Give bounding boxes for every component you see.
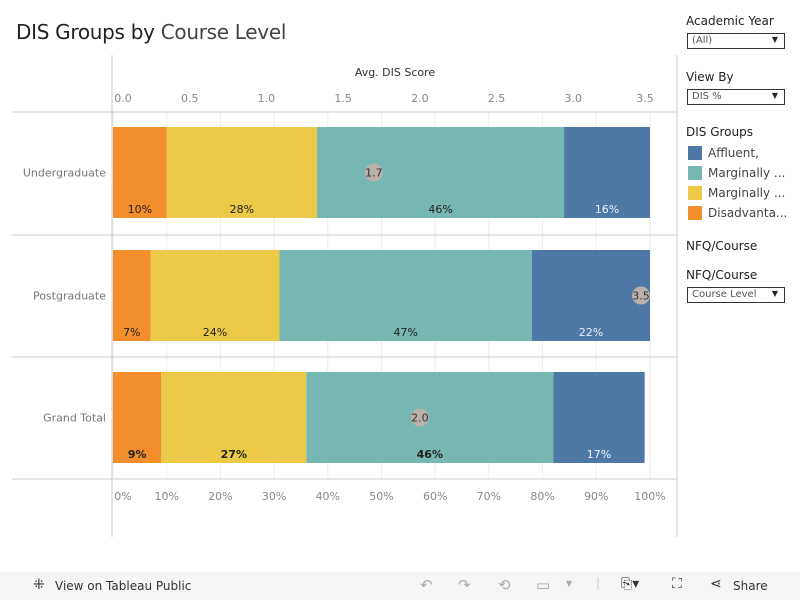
data-label: 46% <box>417 448 443 461</box>
view-on-tableau-link[interactable]: View on Tableau Public <box>55 579 192 593</box>
legend-swatch <box>688 166 702 180</box>
top-axis-tick: 3.5 <box>636 92 654 105</box>
data-label: 27% <box>221 448 247 461</box>
top-axis-tick: 2.5 <box>488 92 506 105</box>
bar-segment <box>564 127 650 218</box>
legend-swatch <box>688 206 702 220</box>
nfq-course-label: NFQ/Course <box>686 268 758 282</box>
bottom-axis-tick: 80% <box>530 490 554 503</box>
data-label: 47% <box>393 326 417 339</box>
fullscreen-icon[interactable]: ⛶ <box>672 576 682 592</box>
share-button[interactable]: Share <box>733 579 768 593</box>
avg-score-label: 1.7 <box>365 167 383 180</box>
academic-year-value: (All) <box>692 35 713 46</box>
toolbar: ⁜ View on Tableau Public ↶ ↷ ⟲ ▭ ▼ | ⎘▾ … <box>0 572 800 600</box>
revert-icon[interactable]: ⟲ <box>498 576 511 594</box>
bar-segment <box>161 372 307 463</box>
data-label: 22% <box>579 326 603 339</box>
avg-score-label: 2.0 <box>411 412 429 425</box>
bottom-axis-tick: 40% <box>316 490 340 503</box>
data-label: 28% <box>230 203 254 216</box>
dropdown-arrow-icon: ▼ <box>771 91 778 100</box>
bar-segment <box>166 127 318 218</box>
toolbar-divider: | <box>596 576 601 590</box>
avg-score-point <box>364 163 383 182</box>
data-label: 46% <box>428 203 452 216</box>
top-axis-tick: 2.0 <box>411 92 429 105</box>
legend-title: DIS Groups <box>686 125 753 139</box>
bottom-axis-tick: 0% <box>114 490 131 503</box>
refresh-dropdown-icon[interactable]: ▼ <box>566 579 573 588</box>
bottom-axis-tick: 100% <box>634 490 665 503</box>
top-axis-tick: 0.0 <box>114 92 132 105</box>
redo-icon[interactable]: ↷ <box>458 576 471 594</box>
nfq-course-dropdown[interactable]: Course Level ▼ <box>687 287 785 303</box>
refresh-icon[interactable]: ▭ <box>536 576 551 594</box>
avg-score-point <box>410 408 429 427</box>
data-label: 7% <box>123 326 140 339</box>
page-title: DIS Groups by Course Level <box>16 20 287 44</box>
data-label: 24% <box>203 326 227 339</box>
legend-swatch <box>688 186 702 200</box>
nfq-heading: NFQ/Course <box>686 239 758 253</box>
view-by-dropdown[interactable]: DIS % ▼ <box>687 89 785 105</box>
view-by-value: DIS % <box>692 91 722 102</box>
top-axis-tick: 1.5 <box>334 92 352 105</box>
row-label: Grand Total <box>43 412 106 425</box>
bar-segment <box>553 372 645 463</box>
bar-segment <box>306 372 554 463</box>
tableau-logo-icon: ⁜ <box>33 577 45 593</box>
bottom-axis-tick: 20% <box>208 490 232 503</box>
academic-year-dropdown[interactable]: (All) ▼ <box>687 33 785 49</box>
bar-segment <box>279 250 532 341</box>
avg-score-point <box>632 286 650 305</box>
legend-label: Marginally ... <box>708 166 786 180</box>
bar-segment <box>113 127 167 218</box>
bottom-axis-tick: 70% <box>477 490 501 503</box>
academic-year-label: Academic Year <box>686 14 774 28</box>
bottom-axis-tick: 30% <box>262 490 286 503</box>
row-label: Postgraduate <box>33 290 106 303</box>
top-axis-tick: 0.5 <box>181 92 199 105</box>
legend-item[interactable]: Marginally ... <box>688 186 785 200</box>
bar-segment <box>317 127 565 218</box>
top-axis-title: Avg. DIS Score <box>355 66 436 79</box>
data-label: 17% <box>587 448 611 461</box>
bar-segment <box>113 250 151 341</box>
legend-item[interactable]: Disadvanta... <box>688 206 787 220</box>
legend-label: Affluent, <box>708 146 759 160</box>
top-axis-tick: 3.0 <box>565 92 583 105</box>
data-label: 16% <box>595 203 619 216</box>
nfq-course-value: Course Level <box>692 289 757 300</box>
bottom-axis-tick: 60% <box>423 490 447 503</box>
dropdown-arrow-icon: ▼ <box>771 289 778 298</box>
data-label: 10% <box>128 203 152 216</box>
legend-item[interactable]: Affluent, <box>688 146 759 160</box>
bottom-axis-tick: 10% <box>154 490 178 503</box>
data-label: 9% <box>128 448 147 461</box>
bottom-axis-tick: 90% <box>584 490 608 503</box>
bar-segment <box>150 250 280 341</box>
download-icon[interactable]: ⎘▾ <box>621 576 640 592</box>
row-label: Undergraduate <box>23 167 106 180</box>
avg-score-label: 3.5 <box>632 290 650 303</box>
dropdown-arrow-icon: ▼ <box>771 35 778 44</box>
view-by-label: View By <box>686 70 734 84</box>
stacked-bar-chart: Avg. DIS Score 0.0 0.5 1.0 1.5 2.0 2.5 3.0 3.5 0%… <box>12 55 678 537</box>
share-icon[interactable]: ⋖ <box>710 576 722 592</box>
undo-icon[interactable]: ↶ <box>420 576 433 594</box>
bar-segment <box>531 250 650 341</box>
top-axis-tick: 1.0 <box>258 92 276 105</box>
legend-swatch <box>688 146 702 160</box>
legend-item[interactable]: Marginally ... <box>688 166 785 180</box>
legend-label: Disadvanta... <box>708 206 788 220</box>
bar-segment <box>113 372 162 463</box>
bottom-axis-tick: 50% <box>369 490 393 503</box>
legend-label: Marginally ... <box>708 186 786 200</box>
